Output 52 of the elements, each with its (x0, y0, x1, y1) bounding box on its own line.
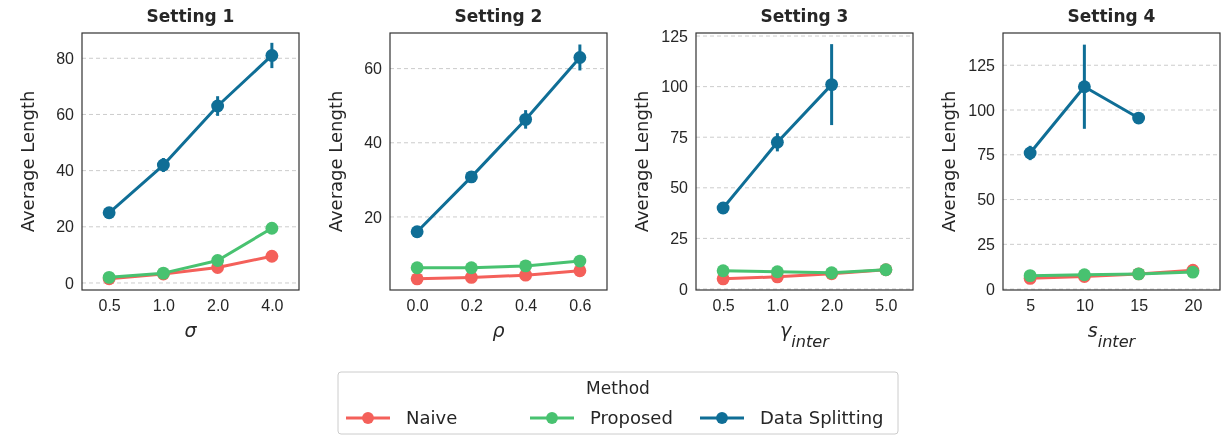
y-tick-label: 60 (364, 60, 383, 78)
chart-title: Setting 3 (760, 6, 849, 26)
x-tick-label: 0.2 (460, 297, 484, 315)
x-tick-label: 20 (1184, 297, 1203, 315)
y-tick-label: 40 (364, 134, 383, 152)
x-tick-label: 1.0 (152, 297, 176, 315)
x-tick-label: 0.5 (98, 297, 121, 315)
y-tick-label: 125 (661, 27, 689, 45)
x-tick-label: 0.4 (515, 297, 538, 315)
x-tick-label: 5 (1026, 297, 1036, 315)
y-tick-label: 20 (364, 208, 383, 226)
x-axis-title: ρ (492, 319, 505, 341)
x-axis-title: γ$_{inter}$ (780, 319, 831, 351)
y-axis-title: Average Length (631, 90, 652, 233)
y-axis-title: Average Length (325, 90, 346, 233)
y-tick-label: 75 (670, 128, 689, 146)
y-tick-label: 125 (968, 56, 996, 74)
y-axis-title: Average Length (17, 90, 38, 233)
legend-label: Naive (406, 407, 458, 428)
chart-title: Setting 4 (1067, 6, 1156, 26)
chart-title: Setting 2 (454, 6, 543, 26)
y-tick-label: 0 (65, 274, 75, 292)
x-tick-label: 2.0 (207, 297, 230, 315)
y-tick-label: 50 (670, 179, 689, 197)
x-axis-title: s$_{inter}$ (1087, 319, 1137, 351)
y-tick-label: 60 (56, 106, 75, 124)
y-tick-label: 100 (968, 101, 996, 119)
legend-title: Method (586, 378, 650, 398)
x-tick-label: 10 (1075, 297, 1094, 315)
x-tick-label: 2.0 (821, 297, 844, 315)
x-tick-label: 0.5 (712, 297, 735, 315)
y-tick-label: 40 (56, 162, 75, 180)
chart-title: Setting 1 (146, 6, 235, 26)
x-tick-label: 1.0 (766, 297, 790, 315)
x-axis-title: σ (184, 319, 198, 341)
y-tick-label: 100 (661, 78, 689, 96)
x-tick-label: 0.0 (406, 297, 429, 315)
y-tick-label: 75 (977, 146, 996, 164)
y-tick-label: 25 (670, 230, 689, 248)
x-tick-label: 0.6 (569, 297, 592, 315)
y-tick-label: 25 (977, 235, 996, 253)
y-tick-label: 50 (977, 191, 996, 209)
x-tick-label: 5.0 (875, 297, 898, 315)
y-tick-label: 20 (56, 218, 75, 236)
x-tick-label: 15 (1130, 297, 1149, 315)
y-tick-label: 0 (986, 280, 996, 298)
legend-label: Proposed (590, 407, 673, 428)
y-axis-title: Average Length (938, 90, 959, 233)
y-tick-label: 80 (56, 49, 75, 67)
legend-label: Data Splitting (760, 407, 884, 428)
x-tick-label: 4.0 (261, 297, 284, 315)
y-tick-label: 0 (679, 280, 689, 298)
